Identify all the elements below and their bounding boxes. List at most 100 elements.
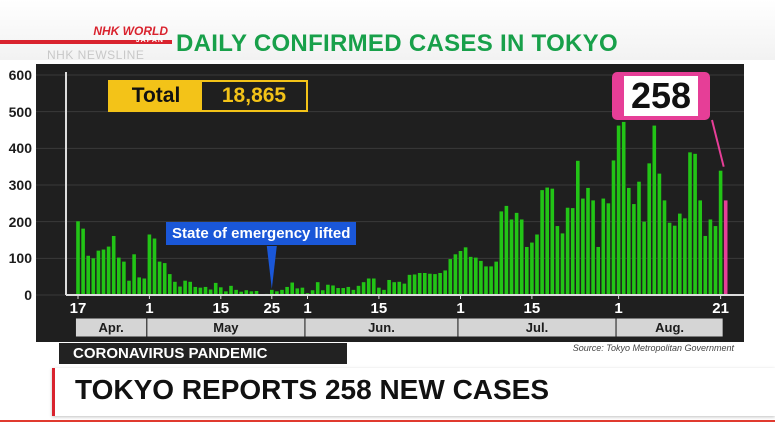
x-tick-label: 1 xyxy=(614,300,622,317)
data-bar xyxy=(285,286,289,295)
data-bar xyxy=(106,246,111,295)
data-bar xyxy=(244,290,249,295)
topic-banner: CORONAVIRUS PANDEMIC xyxy=(59,343,347,364)
data-bar xyxy=(678,213,682,295)
x-tick-label: 15 xyxy=(524,300,541,317)
data-bar xyxy=(525,246,529,295)
callout-leader xyxy=(711,119,725,167)
total-box: Total 18,865 xyxy=(108,80,308,112)
data-bar xyxy=(545,187,549,295)
data-bar xyxy=(718,170,723,295)
data-bar xyxy=(453,254,458,295)
data-bar xyxy=(581,198,585,295)
data-bar xyxy=(402,283,407,295)
data-bar xyxy=(570,208,575,295)
data-bar xyxy=(208,289,213,295)
data-bar xyxy=(76,221,80,295)
data-bar xyxy=(596,246,600,295)
data-bar xyxy=(514,212,519,295)
data-bar xyxy=(111,235,116,295)
data-bar xyxy=(280,289,284,295)
data-bar xyxy=(662,200,667,295)
data-bar xyxy=(366,278,371,295)
x-tick-label: 1 xyxy=(303,300,311,317)
annotation-pointer xyxy=(266,246,277,289)
month-label: Jul. xyxy=(526,320,548,335)
month-label: Apr. xyxy=(99,320,124,335)
emergency-annotation: State of emergency lifted xyxy=(166,222,357,245)
data-bar xyxy=(321,290,325,295)
data-bar xyxy=(341,288,345,295)
data-bar xyxy=(377,287,381,295)
chart-title: DAILY CONFIRMED CASES IN TOKYO xyxy=(176,30,618,57)
data-bar xyxy=(346,286,351,295)
data-bar xyxy=(657,173,662,295)
data-bar xyxy=(183,280,187,295)
data-bar xyxy=(652,125,657,295)
data-bar xyxy=(86,255,90,295)
data-bar xyxy=(122,261,126,295)
data-bar xyxy=(499,211,504,295)
header-band xyxy=(0,0,775,60)
data-bar xyxy=(519,219,524,295)
data-bar xyxy=(275,291,279,295)
data-bar xyxy=(601,198,606,295)
data-bar xyxy=(672,225,677,295)
data-bar xyxy=(458,250,463,295)
data-bar xyxy=(351,289,356,295)
data-bar xyxy=(688,152,692,295)
data-bar xyxy=(168,274,172,295)
data-bar xyxy=(555,226,560,295)
data-bar xyxy=(468,256,473,295)
headline-text: TOKYO REPORTS 258 NEW CASES xyxy=(75,374,550,405)
data-bar xyxy=(188,281,192,295)
data-bar xyxy=(535,234,539,295)
data-bar xyxy=(591,200,595,295)
data-bar xyxy=(392,282,396,295)
y-tick-label: 600 xyxy=(8,66,32,83)
data-bar xyxy=(387,279,391,295)
data-bar xyxy=(474,257,478,295)
data-bar xyxy=(382,289,386,295)
data-bar xyxy=(642,221,646,295)
data-bar xyxy=(586,187,590,295)
x-tick-label: 1 xyxy=(145,300,153,317)
data-bar xyxy=(249,291,254,295)
source-note: Source: Tokyo Metropolitan Government xyxy=(572,343,734,353)
total-label: Total xyxy=(110,82,202,110)
x-tick-label: 15 xyxy=(371,300,388,317)
y-tick-label: 0 xyxy=(24,287,32,303)
month-band xyxy=(615,317,724,338)
data-bar xyxy=(254,290,259,295)
data-bar xyxy=(203,286,208,295)
data-bar xyxy=(703,235,708,295)
data-bar xyxy=(627,187,631,295)
data-bar xyxy=(713,226,718,295)
data-bar xyxy=(157,261,162,295)
data-bar xyxy=(530,242,534,295)
data-bar xyxy=(509,219,514,295)
data-bar xyxy=(310,290,315,295)
bar-chart: 17 1 15 25 1 15 1 15 1 21 Apr. May Jun. Jul. Aug. xyxy=(36,72,744,338)
data-bar xyxy=(637,181,641,295)
data-bar xyxy=(621,121,626,295)
data-bar xyxy=(300,287,305,295)
data-bar xyxy=(667,222,672,295)
data-bar xyxy=(407,274,412,295)
data-bar xyxy=(198,287,203,295)
total-value: 18,865 xyxy=(221,84,287,107)
data-bar xyxy=(683,218,687,295)
broadcaster-region: JAPAN xyxy=(135,37,164,44)
data-bar xyxy=(137,277,141,295)
data-bar xyxy=(494,261,498,295)
data-bar xyxy=(96,250,101,295)
data-bar xyxy=(173,281,177,295)
data-bar xyxy=(147,234,152,295)
data-bar xyxy=(229,285,233,295)
data-bar xyxy=(270,289,274,295)
data-bar xyxy=(315,282,320,295)
data-bar xyxy=(463,247,468,295)
data-bar xyxy=(162,263,167,295)
data-bar xyxy=(331,285,335,295)
data-bar xyxy=(540,190,544,295)
